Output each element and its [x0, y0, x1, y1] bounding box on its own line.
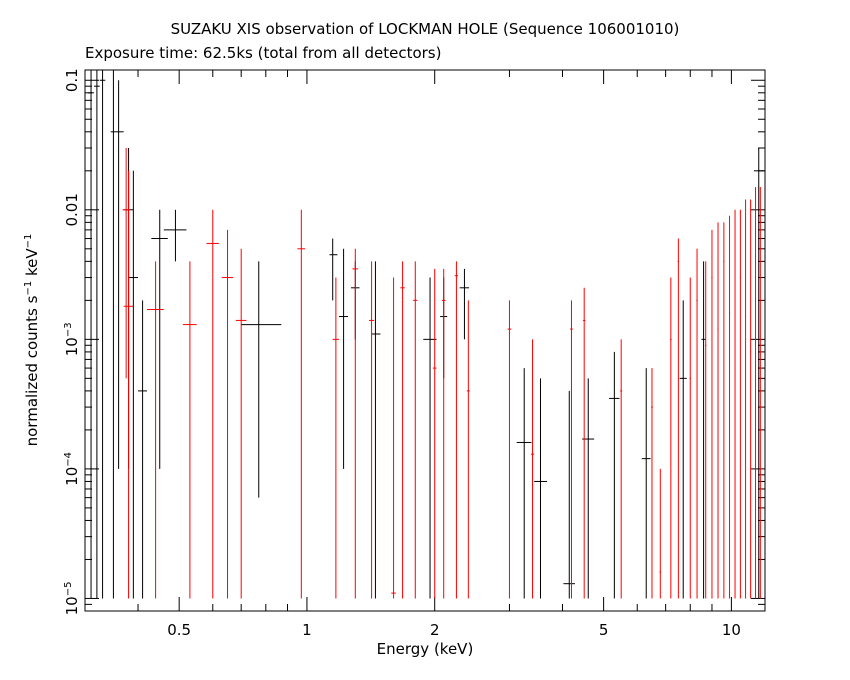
data-point	[696, 248, 698, 599]
data-point	[432, 268, 437, 599]
plot-frame	[84, 69, 766, 612]
x-tick-label: 0.5	[167, 621, 191, 639]
data-point	[563, 390, 575, 599]
y-axis-label-sup2: −1	[23, 233, 34, 249]
x-axis-label: Energy (keV)	[376, 640, 474, 658]
data-point	[147, 261, 164, 599]
data-point	[582, 287, 586, 599]
data-point	[711, 229, 713, 599]
data-point	[507, 300, 512, 599]
data-point	[368, 261, 375, 599]
data-point	[689, 277, 691, 599]
x-tick-label: 5	[599, 621, 609, 639]
data-point	[728, 215, 731, 599]
data-point	[128, 170, 139, 599]
data-point	[332, 277, 340, 599]
data-point	[221, 229, 234, 599]
data-point	[138, 300, 148, 599]
data-point	[641, 368, 651, 599]
data-point	[339, 248, 349, 469]
data-point	[750, 199, 752, 599]
y-tick-label: 0.01	[63, 193, 81, 226]
data-point	[739, 209, 741, 599]
data-point	[466, 300, 470, 599]
data-point	[745, 199, 747, 599]
y-tick-label: 10−4	[63, 452, 81, 486]
data-point	[651, 368, 653, 599]
data-point	[88, 70, 94, 599]
data-point	[235, 248, 247, 599]
y-tick-label: 10−5	[63, 582, 81, 616]
y-tick-label: 0.1	[63, 68, 81, 92]
data-point	[734, 209, 736, 599]
data-point	[151, 209, 168, 469]
data-point	[116, 80, 124, 469]
data-point	[371, 261, 381, 599]
data-point	[206, 209, 219, 599]
data-point	[717, 222, 719, 599]
data-point	[753, 147, 765, 599]
data-point	[679, 300, 687, 599]
data-point	[530, 339, 535, 599]
x-tick-label: 10	[722, 621, 741, 639]
data-point	[670, 277, 672, 599]
data-point	[516, 368, 532, 599]
x-tick-label: 1	[302, 621, 312, 639]
y-axis-label-prefix: normalized counts s	[23, 295, 41, 447]
data-point	[297, 209, 306, 599]
data-point	[454, 261, 459, 599]
data-point	[413, 261, 418, 599]
data-point	[391, 277, 396, 599]
data-point	[570, 300, 573, 599]
data-point	[163, 209, 187, 262]
data-point	[659, 468, 662, 599]
data-point	[329, 238, 338, 301]
data-point	[723, 222, 725, 599]
y-axis-label-mid: keV	[23, 248, 41, 281]
data-point	[459, 268, 470, 340]
data-point	[182, 261, 197, 599]
y-tick-label: 10−3	[63, 322, 81, 356]
data-point	[99, 70, 106, 599]
data-point	[400, 261, 405, 599]
data-point	[759, 186, 761, 599]
data-point	[620, 339, 623, 599]
data-point	[123, 170, 134, 599]
data-point	[755, 186, 757, 599]
data-point	[701, 261, 706, 599]
y-axis-label-sup1: −1	[23, 280, 34, 296]
data-point	[534, 378, 548, 599]
data-point	[705, 261, 707, 599]
data-point	[110, 70, 117, 599]
data-point	[241, 261, 282, 498]
data-point	[609, 351, 620, 599]
x-tick-label: 2	[430, 621, 440, 639]
chart-subtitle: Exposure time: 62.5ks (total from all de…	[85, 44, 442, 62]
y-axis-label: normalized counts s−1 keV−1	[23, 234, 41, 447]
chart-title: SUZAKU XIS observation of LOCKMAN HOLE (…	[170, 20, 680, 38]
data-point	[441, 268, 446, 599]
data-point	[93, 70, 100, 599]
data-point	[677, 238, 680, 599]
data-point	[352, 248, 359, 599]
